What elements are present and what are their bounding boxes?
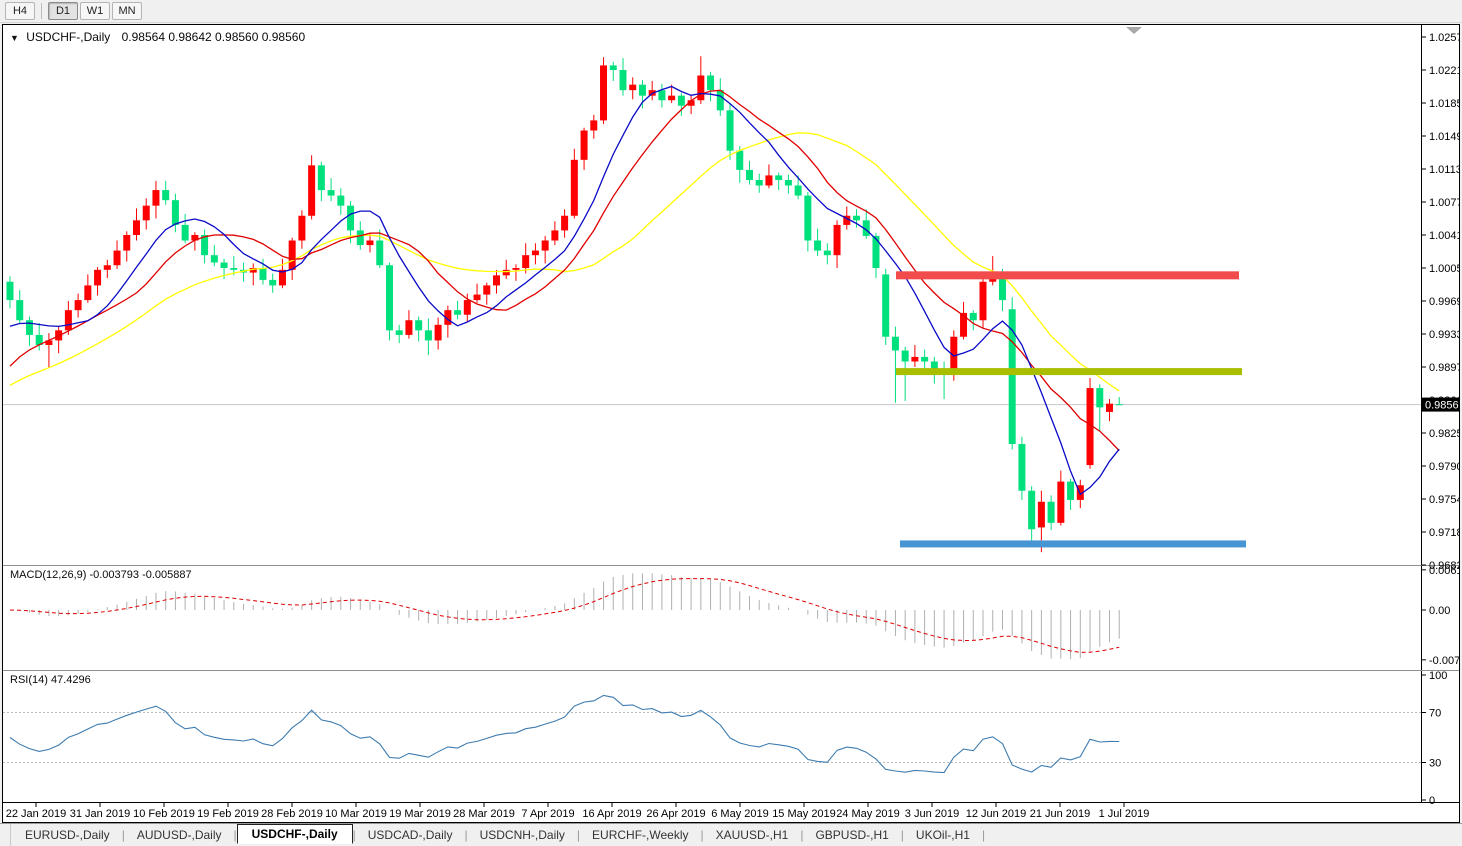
ohlc-values: 0.98564 0.98642 0.98560 0.98560 xyxy=(121,30,306,44)
price-axis-label: 0.98250 xyxy=(1429,428,1459,440)
price-axis-label: 0.98970 xyxy=(1429,362,1459,374)
time-axis-label: 1 Jul 2019 xyxy=(1099,808,1150,820)
resistance-level[interactable] xyxy=(896,271,1239,280)
tab-separator: | xyxy=(800,828,804,842)
time-axis-label: 28 Feb 2019 xyxy=(261,808,323,820)
timeframe-button-w1[interactable]: W1 xyxy=(80,2,110,20)
time-axis-label: 22 Jan 2019 xyxy=(6,808,67,820)
chart-tab-eurusd-daily[interactable]: EURUSD-,Daily xyxy=(25,828,110,842)
price-axis-label: 1.02570 xyxy=(1429,32,1459,44)
time-axis-label: 28 Mar 2019 xyxy=(453,808,515,820)
time-axis-label: 19 Feb 2019 xyxy=(197,808,259,820)
price-axis-label: 0.97900 xyxy=(1429,461,1459,473)
chart-tab-usdchf-daily[interactable]: USDCHF-,Daily xyxy=(236,824,353,844)
price-axis-label: 1.00050 xyxy=(1429,263,1459,275)
time-axis-label: 16 Apr 2019 xyxy=(582,808,641,820)
macd-axis-label: 0.00 xyxy=(1429,605,1450,617)
tab-separator: | xyxy=(464,828,468,842)
ma-slow-line xyxy=(9,132,1120,392)
chart-dropdown-icon[interactable]: ▼ xyxy=(10,33,19,43)
timeframe-button-mn[interactable]: MN xyxy=(112,2,142,20)
price-axis-label: 0.97540 xyxy=(1429,494,1459,506)
time-axis-label: 10 Feb 2019 xyxy=(133,808,195,820)
time-axis-label: 26 Apr 2019 xyxy=(646,808,705,820)
price-axis-label: 1.02210 xyxy=(1429,65,1459,77)
chart-tab-audusd-daily[interactable]: AUDUSD-,Daily xyxy=(136,828,222,842)
tab-separator: | xyxy=(700,828,704,842)
tab-separator: | xyxy=(981,828,986,842)
chart-tab-gbpusd-h1[interactable]: GBPUSD-,H1 xyxy=(815,828,889,842)
tab-separator: | xyxy=(900,828,904,842)
macd-axis-label: 0.00613 xyxy=(1429,565,1459,577)
price-axis-label: 0.96820 xyxy=(1429,560,1459,572)
rsi-axis-label: 70 xyxy=(1429,708,1441,720)
tab-separator: | xyxy=(121,828,125,842)
time-axis-label: 10 Mar 2019 xyxy=(325,808,387,820)
time-axis-label: 21 Jun 2019 xyxy=(1030,808,1091,820)
current-price-value: 0.98560 xyxy=(1425,400,1459,412)
price-axis-label: 1.00410 xyxy=(1429,230,1459,242)
candlestick-series xyxy=(6,56,1123,553)
chart-canvas[interactable]: 1.02570 1.02210 1.01850 1.01490 1.01130 1.007… xyxy=(3,25,1459,822)
rsi-axis-label: 0 xyxy=(1429,795,1435,807)
price-axis-label: 1.01490 xyxy=(1429,131,1459,143)
chart-tab-usdcnh-daily[interactable]: USDCNH-,Daily xyxy=(479,828,565,842)
time-axis-label: 31 Jan 2019 xyxy=(70,808,131,820)
rsi-label: RSI(14) 47.4296 xyxy=(10,674,91,686)
current-price-badge xyxy=(1421,397,1459,412)
timeframe-button-d1[interactable]: D1 xyxy=(48,2,78,20)
chart-shift-marker[interactable] xyxy=(1126,27,1142,34)
price-axis-label: 0.97180 xyxy=(1429,527,1459,539)
price-axis-label: 0.99690 xyxy=(1429,296,1459,308)
ma-fast-line xyxy=(9,85,1120,496)
macd-axis-label: -0.00761 xyxy=(1429,655,1459,667)
time-axis-label: 15 May 2019 xyxy=(772,808,836,820)
time-axis-label: 7 Apr 2019 xyxy=(521,808,574,820)
chart-tab-bar: EURUSD-,Daily | AUDUSD-,Daily | USDCHF-,Dail… xyxy=(0,823,1462,846)
mid-support-level[interactable] xyxy=(896,368,1242,376)
macd-histogram xyxy=(19,573,1120,660)
timeframe-toolbar: H4 D1 W1 MN xyxy=(0,0,1462,23)
time-axis-label: 3 Jun 2019 xyxy=(905,808,959,820)
tab-separator: | xyxy=(352,828,356,842)
time-axis-label: 12 Jun 2019 xyxy=(966,808,1027,820)
price-axis-label: 0.99330 xyxy=(1429,329,1459,341)
price-axis-label: 1.01850 xyxy=(1429,98,1459,110)
symbol-title: ▼ USDCHF-,Daily 0.98564 0.98642 0.98560 … xyxy=(10,30,305,44)
chart-tab-usdcad-daily[interactable]: USDCAD-,Daily xyxy=(367,828,453,842)
macd-signal-line xyxy=(9,578,1120,653)
tab-separator: | xyxy=(576,828,581,842)
timeframe-button-h4[interactable]: H4 xyxy=(5,2,35,20)
ma-mid-line xyxy=(9,89,1120,452)
price-axis-label: 1.00770 xyxy=(1429,197,1459,209)
rsi-axis-label: 100 xyxy=(1429,670,1447,682)
time-axis-label: 24 May 2019 xyxy=(836,808,900,820)
tab-separator: | xyxy=(233,828,237,842)
price-axis-label: 1.01130 xyxy=(1429,164,1459,176)
time-axis-label: 19 Mar 2019 xyxy=(389,808,451,820)
tabbar-edge xyxy=(0,824,11,846)
symbol-label: USDCHF-,Daily xyxy=(26,30,111,44)
chart-window: 1.02570 1.02210 1.01850 1.01490 1.01130 1.007… xyxy=(2,24,1460,823)
toolbar-separator xyxy=(41,3,42,19)
rsi-line xyxy=(9,694,1120,774)
support-level[interactable] xyxy=(900,540,1246,548)
chart-tab-xauusd-h1[interactable]: XAUUSD-,H1 xyxy=(715,828,789,842)
rsi-axis-label: 30 xyxy=(1429,758,1441,770)
time-axis-label: 6 May 2019 xyxy=(711,808,768,820)
chart-tab-eurchf-weekly[interactable]: EURCHF-,Weekly xyxy=(592,828,689,842)
macd-label: MACD(12,26,9) -0.003793 -0.005887 xyxy=(10,569,192,581)
chart-tab-ukoil-h1[interactable]: UKOil-,H1 xyxy=(915,828,970,842)
